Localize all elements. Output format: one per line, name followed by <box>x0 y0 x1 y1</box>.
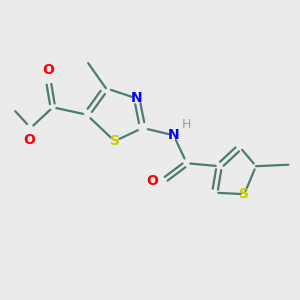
Text: N: N <box>168 128 179 142</box>
Text: S: S <box>239 187 249 201</box>
Text: O: O <box>23 133 35 147</box>
Text: N: N <box>131 92 142 106</box>
Text: O: O <box>43 63 54 77</box>
Text: H: H <box>182 118 191 131</box>
Text: O: O <box>146 174 158 188</box>
Text: S: S <box>110 134 120 148</box>
